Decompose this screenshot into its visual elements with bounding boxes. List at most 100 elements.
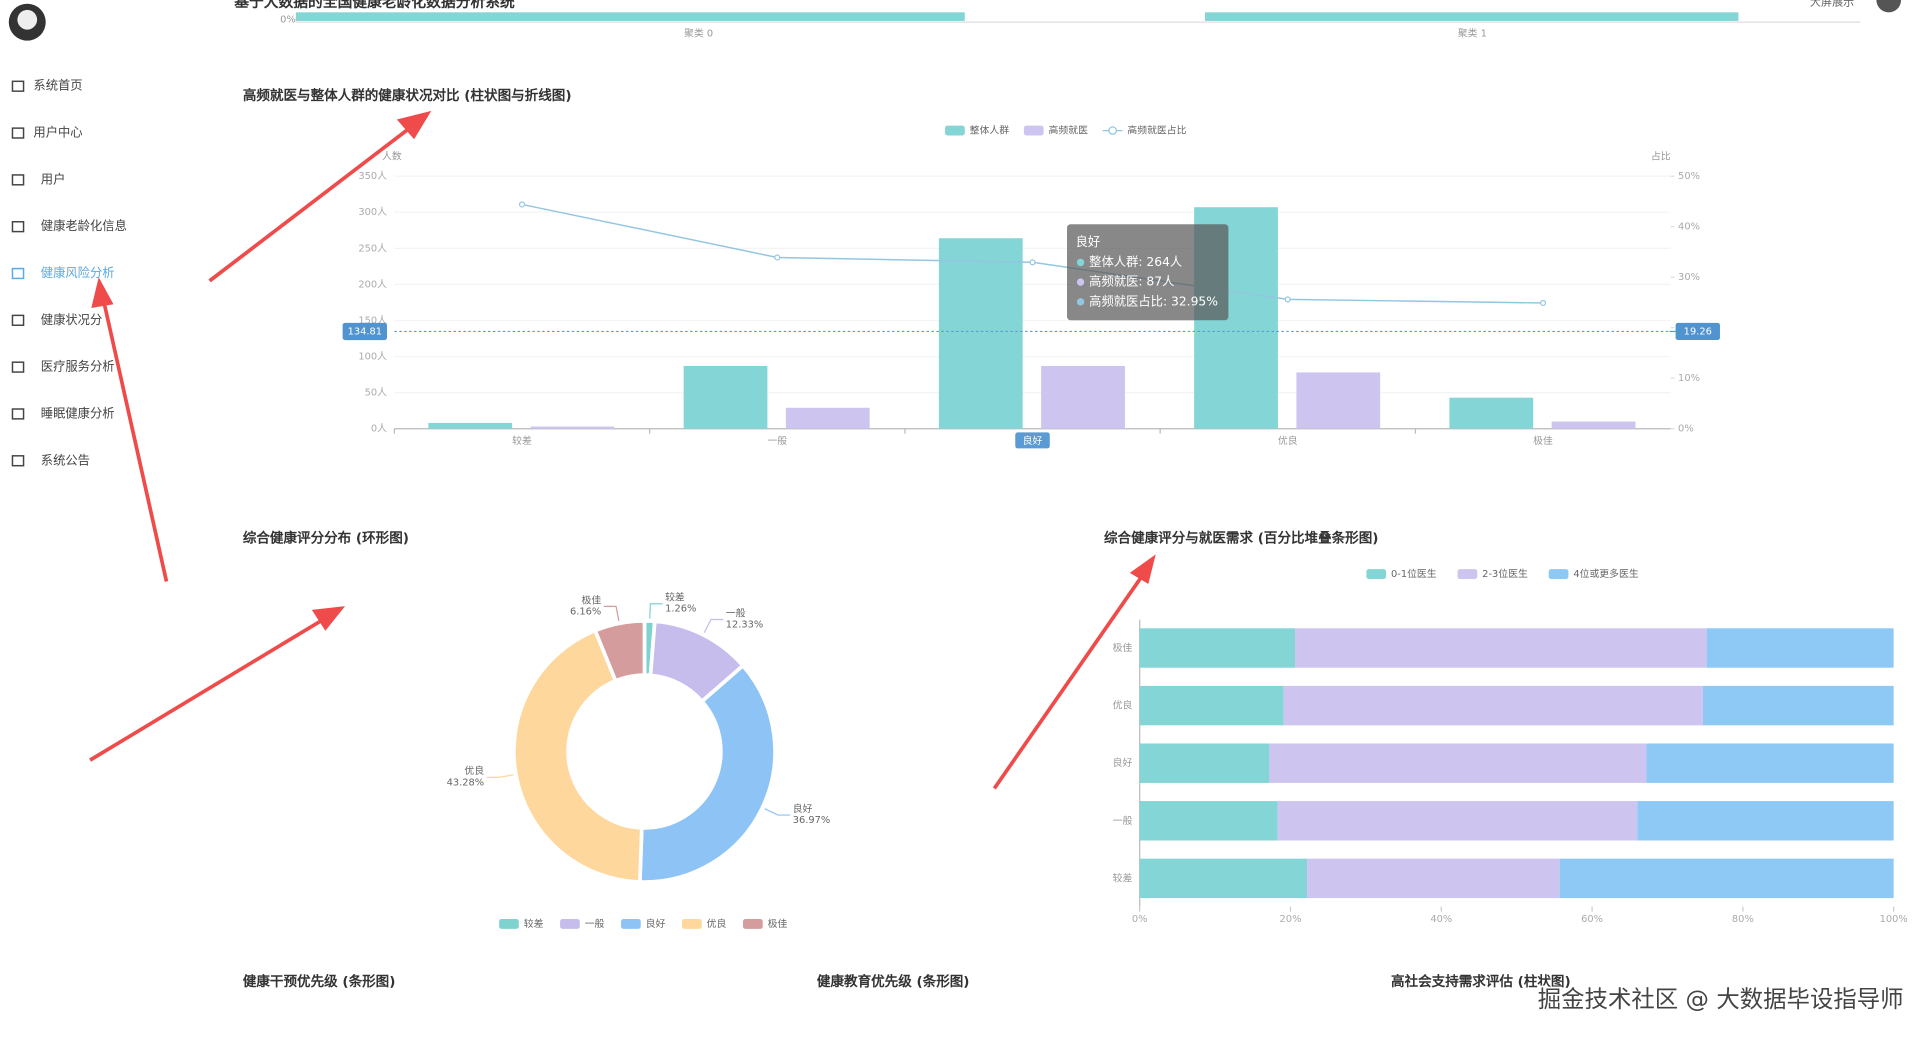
bar [683,365,768,429]
mark-line-badge [342,322,387,341]
menu-item[interactable]: 健康风险分析 [41,265,115,280]
legend-label[interactable]: 0-1位医生 [1391,567,1437,580]
arrow [89,618,324,762]
y-tick-label: 优良 [1113,699,1133,712]
top-strip-bar [1204,12,1739,21]
legend-swatch [1548,569,1569,580]
slice-value: 12.33% [726,619,764,630]
avatar-face [17,9,38,30]
axis-name: 占比 [1651,149,1671,162]
annotation-arrows [89,110,1156,790]
slice-value: 36.97% [793,815,831,826]
x-tick-label: 60% [1581,914,1603,925]
x-tick-label: 80% [1732,914,1754,925]
x-tick-label: 优良 [1278,434,1298,447]
legend-swatch [621,919,641,929]
menu-icon [11,455,25,467]
slice-value: 43.28% [447,777,485,788]
arrow [208,124,414,283]
menu-icon [11,174,25,186]
donut-segment [593,619,647,683]
legend-swatch [1108,126,1117,135]
line-point [518,201,526,208]
watermark: 掘金技术社区 @ 大数据毕设指导师 [1538,985,1904,1013]
bar-segment [1706,628,1894,668]
legend-label[interactable]: 良好 [646,917,666,930]
arrow-head [396,110,432,140]
bar [1041,365,1125,429]
menu-icon [11,127,25,139]
legend-swatch [1366,569,1387,580]
leader-line [703,618,724,633]
menu-icon [11,267,25,280]
section-title: 高社会支持需求评估 (柱状图) [1391,973,1571,990]
legend-swatch [1023,125,1044,136]
legend-label[interactable]: 4位或更多医生 [1573,567,1638,580]
menu-item[interactable]: 医疗服务分析 [41,359,115,374]
slice-label: 良好 [793,802,813,815]
y-tick-label: 极佳 [1113,641,1133,654]
mark-line-label: 19.26 [1684,326,1712,337]
slice-value: 6.16% [570,606,601,617]
y-tick-label: 较差 [1113,871,1133,884]
x-tick-label: 良好 [1023,434,1043,447]
chart-title: 高频就医与整体人群的健康状况对比 (柱状图与折线图) [243,87,572,104]
legend-label[interactable]: 高频就医占比 [1127,124,1186,137]
fullscreen-button[interactable]: 大屏展示 [1810,0,1854,8]
app-title: 基于大数据的全国健康老龄化数据分析系统 [233,0,515,10]
y-tick-label: 50人 [365,387,388,399]
axis-name: 人数 [382,149,402,162]
y-tick-label: 100人 [358,351,387,363]
legend-swatch [499,919,519,929]
top-strip-label: 聚类 0 [684,26,713,39]
line-point [1284,296,1291,303]
legend-label[interactable]: 较差 [524,917,544,930]
menu-item[interactable]: 用户中心 [33,125,82,140]
bar-segment [1277,801,1638,841]
menu-item[interactable]: 健康老龄化信息 [41,218,127,233]
tooltip-title: 良好 [1076,234,1101,249]
line-point [774,254,781,261]
charts: 系统首页用户中心用户健康老龄化信息健康风险分析健康状况分医疗服务分析睡眠健康分析… [11,79,1908,930]
menu-item[interactable]: 系统首页 [33,79,82,93]
x-tick-label: 极佳 [1533,434,1553,447]
menu-item[interactable]: 系统公告 [41,453,90,467]
top-strip-bar [295,12,965,21]
x-tick-label: 40% [1430,914,1452,925]
bar-segment [1139,801,1278,841]
bar-segment [1637,801,1894,841]
legend-label[interactable]: 极佳 [768,917,788,930]
legend-swatch [560,919,580,929]
arrow [101,300,169,582]
chart-title: 综合健康评分与就医需求 (百分比堆叠条形图) [1104,529,1379,546]
slice-label: 优良 [464,764,484,777]
menu-icon [11,314,25,326]
x-tick-label: 0% [1132,914,1148,925]
user-avatar[interactable] [1876,0,1902,13]
bar [428,422,513,429]
legend-label[interactable]: 一般 [585,917,605,930]
menu-item[interactable]: 用户 [41,171,66,186]
tooltip-dot [1076,258,1085,267]
menu-item[interactable]: 健康状况分 [41,312,102,327]
y-tick-label: 350人 [358,170,387,182]
bar [1551,421,1636,429]
bar-segment [1295,628,1707,668]
y2-tick-label: 40% [1678,222,1700,233]
tooltip-dot [1076,298,1085,306]
legend-label[interactable]: 高频就医 [1049,124,1089,137]
bar-segment [1269,743,1647,783]
arrow [992,573,1145,790]
y2-tick-label: 0% [1678,424,1694,435]
y-tick-label: 200人 [358,278,387,290]
y-tick-label: 良好 [1113,756,1133,769]
menu-item[interactable]: 睡眠健康分析 [41,405,115,420]
bar [785,407,870,429]
x-tick-label: 20% [1280,914,1302,925]
legend-swatch [682,919,702,929]
legend-label[interactable]: 2-3位医生 [1482,567,1528,580]
leader-line [486,774,514,778]
legend-label[interactable]: 优良 [707,917,727,930]
y-tick-label: 0人 [371,423,387,435]
legend-label[interactable]: 整体人群 [970,124,1010,137]
